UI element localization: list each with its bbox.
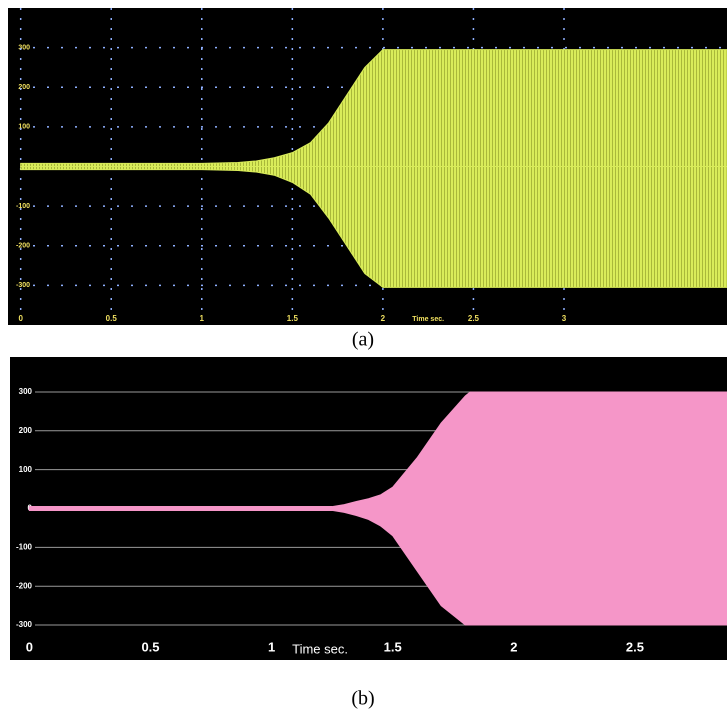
x-tick-label: 2: [510, 639, 517, 654]
y-tick-label: 300: [18, 44, 30, 51]
y-tick-label: -300: [16, 620, 33, 629]
y-tick-label: -200: [16, 581, 33, 590]
y-tick-label: 200: [19, 426, 33, 435]
x-tick-label: 3: [562, 314, 567, 323]
y-tick-label: 100: [19, 465, 33, 474]
x-axis-label: Time sec.: [412, 316, 444, 323]
x-axis-label: Time sec.: [292, 641, 348, 656]
caption: (b): [351, 688, 374, 710]
caption: (a): [352, 329, 374, 351]
x-tick-label: 0.5: [141, 639, 159, 654]
x-tick-label: 1: [200, 314, 205, 323]
x-tick-label: 0: [26, 639, 33, 654]
x-tick-label: 1.5: [287, 314, 299, 323]
y-tick-label: -100: [16, 203, 30, 210]
figure: 300 200 100 0 -100 -200 -300 0 0.5 1 1.5 2 2.5 3 Time …: [0, 0, 727, 715]
y-tick-label: 200: [18, 84, 30, 91]
y-tick-label: -100: [16, 542, 33, 551]
x-tick-label: 2.5: [468, 314, 480, 323]
y-tick-label: 300: [19, 387, 33, 396]
y-tick-label: -300: [16, 282, 30, 289]
x-tick-label: 0: [18, 314, 23, 323]
y-tick-label: -200: [16, 243, 30, 250]
x-tick-label: 0.5: [106, 314, 118, 323]
x-tick-label: 1: [268, 639, 275, 654]
x-tick-label: 2.5: [626, 639, 644, 654]
x-tick-label: 2: [381, 314, 386, 323]
x-tick-label: 1.5: [384, 639, 402, 654]
